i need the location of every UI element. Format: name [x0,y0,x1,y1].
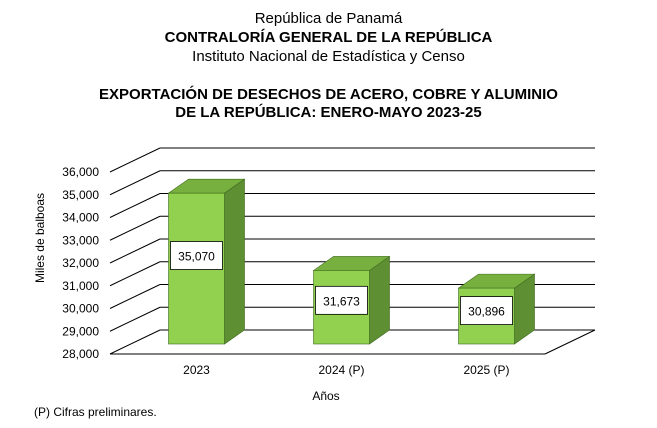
y-tick-label: 34,000 [62,211,99,225]
header-agency: CONTRALORÍA GENERAL DE LA REPÚBLICA [164,29,493,46]
data-label-text: 35,070 [178,250,215,264]
x-axis-ticks: 2023 2024 (P) 2025 (P) [183,363,509,377]
data-label: 35,070 [170,241,223,270]
footnote: (P) Cifras preliminares. [34,405,157,419]
x-tick-label: 2025 (P) [463,363,509,377]
data-label-text: 31,673 [323,294,360,308]
chart-title-line-1: EXPORTACIÓN DE DESECHOS DE ACERO, COBRE … [99,86,558,103]
x-tick-label: 2023 [183,363,210,377]
y-tick-label: 36,000 [62,165,99,179]
gridline-side [109,193,161,218]
gridline-side [109,329,161,355]
header-institute: Instituto Nacional de Estadística y Cens… [192,48,465,65]
x-tick-label: 2024 (P) [318,363,364,377]
bar-side [369,255,390,345]
gridline-side [109,215,161,241]
gridline-side [109,261,161,287]
data-label-box [460,296,513,325]
y-tick-label: 31,000 [62,279,99,293]
y-axis-label: Miles de balboas [33,193,47,283]
gridline-side [109,170,161,196]
y-tick-label: 32,000 [62,256,99,270]
bar [167,178,246,345]
header-country: República de Panamá [254,10,403,27]
y-tick-label: 30,000 [62,302,99,316]
y-axis-ticks: 28,000 29,000 30,000 31,000 32,000 33,000 34,0… [62,165,99,361]
floor-right-edge [544,329,596,355]
gridline-side [109,306,161,332]
y-tick-label: 33,000 [62,233,99,247]
data-label: 31,673 [315,285,368,315]
y-tick-label: 35,000 [62,188,99,202]
gridline-side [109,147,161,173]
gridline-side [109,238,161,264]
data-label-box [315,285,368,315]
bar-side [224,178,245,345]
data-label-box [170,241,223,270]
gridline-side [109,284,161,309]
y-tick-label: 28,000 [62,347,99,361]
data-label-text: 30,896 [468,305,505,319]
data-label: 30,896 [460,296,513,325]
y-tick-label: 29,000 [62,324,99,338]
x-axis-label: Años [312,389,339,403]
chart-title-line-2: DE LA REPÚBLICA: ENERO-MAYO 2023-25 [175,104,482,121]
data-labels: 35,070 31,673 30,896 [170,241,513,325]
